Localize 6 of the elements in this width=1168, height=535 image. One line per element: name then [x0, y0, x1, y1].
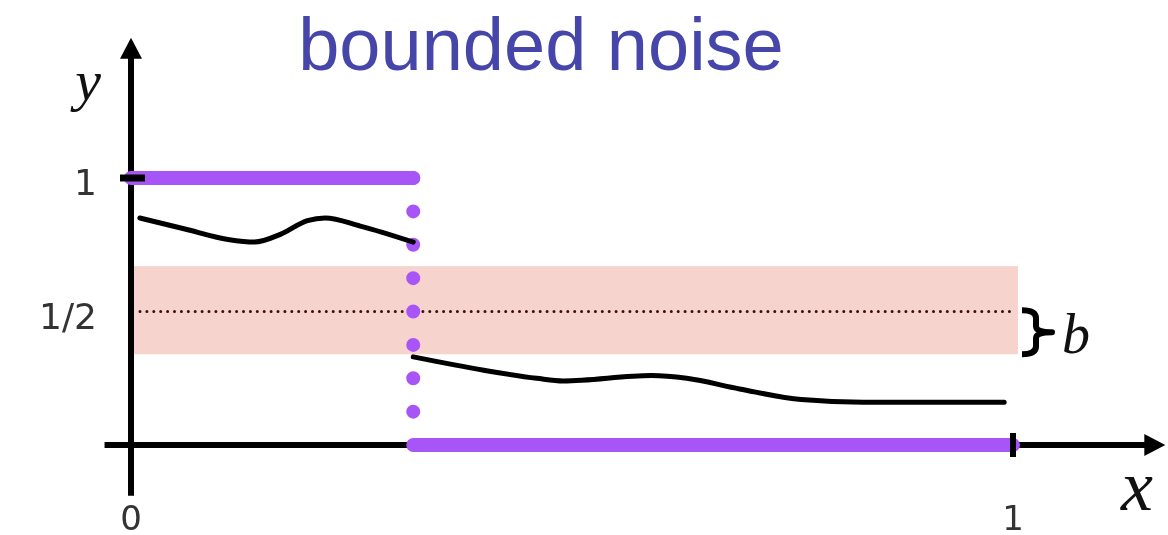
y-axis-title: y [70, 47, 102, 113]
y-tick-label: 1/2 [39, 295, 97, 336]
band-label: b [1062, 303, 1090, 366]
chart-title: bounded noise [298, 3, 784, 86]
x-tick-label: 0 [120, 498, 142, 535]
x-axis-title: x [1120, 446, 1154, 526]
